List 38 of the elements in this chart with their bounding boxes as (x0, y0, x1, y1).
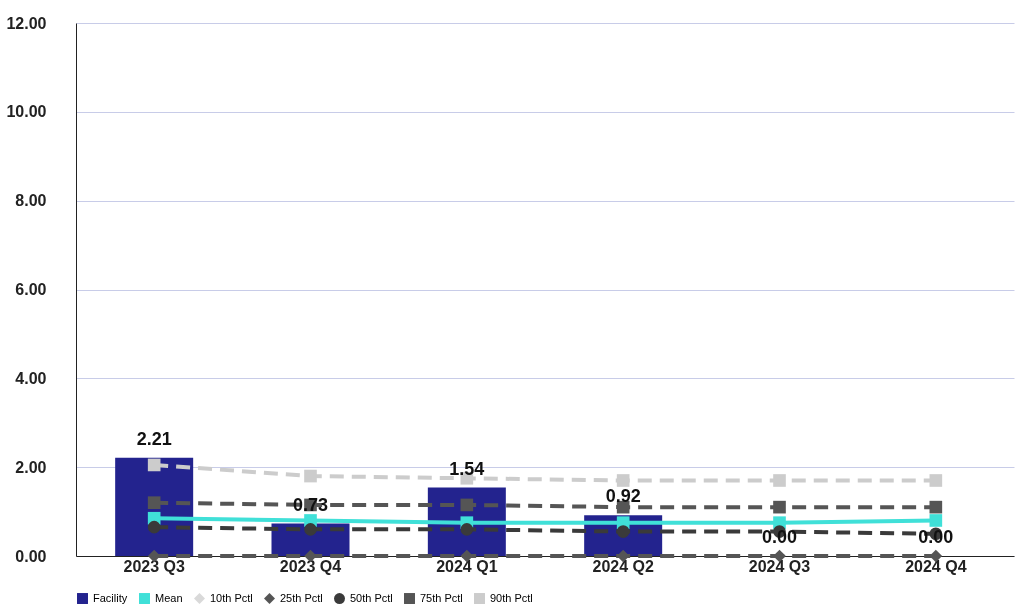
point (147, 520, 161, 534)
y-tick-label: 6.00 (15, 281, 47, 298)
text: 0.00 (761, 527, 798, 547)
x-tick-label: 2024 Q1 (436, 557, 498, 575)
point (147, 496, 161, 510)
point (616, 525, 630, 538)
text: 0.92 (605, 486, 641, 507)
legend-label: Mean (155, 591, 183, 604)
point (929, 474, 943, 487)
point (929, 500, 943, 514)
point (147, 458, 161, 472)
legend-label: 10th Pctl (210, 591, 253, 604)
point (616, 474, 630, 487)
x-tick-label: 2024 Q3 (748, 557, 811, 575)
point (304, 469, 317, 483)
y-tick-label: 10.00 (6, 103, 47, 121)
legend-label: 90th Pctl (490, 591, 533, 604)
y-tick-label: 4.00 (15, 369, 47, 387)
point (773, 474, 786, 487)
legend-label: 75th Pctl (420, 591, 463, 604)
legend-label: 50th Pctl (350, 591, 393, 604)
y-tick-label: 2.00 (15, 458, 47, 476)
legend-label: Facility (93, 591, 128, 604)
y-tick-label: 12.00 (6, 14, 47, 32)
x-tick-label: 2023 Q3 (123, 557, 185, 575)
text: 2.21 (136, 428, 172, 449)
x-tick-label: 2024 Q2 (592, 557, 654, 575)
text: 1.54 (449, 458, 485, 479)
legend-label: 25th Pctl (280, 591, 323, 604)
point (460, 523, 474, 536)
x-tick-label: 2024 Q4 (905, 557, 967, 575)
y-tick-label: 0.00 (15, 547, 47, 565)
point (304, 523, 317, 536)
y-tick-label: 8.00 (15, 192, 47, 210)
point (773, 500, 786, 514)
point (929, 514, 943, 527)
x-tick-label: 2023 Q4 (279, 557, 342, 575)
point (460, 498, 474, 512)
